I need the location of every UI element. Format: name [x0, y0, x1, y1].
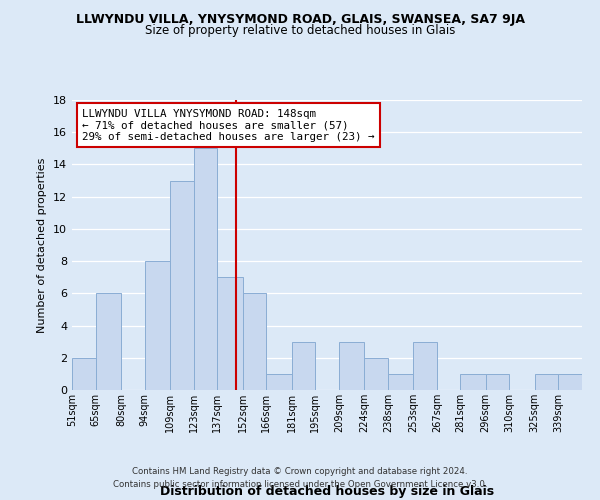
- Bar: [388, 374, 413, 390]
- Bar: [339, 342, 364, 390]
- Bar: [413, 342, 437, 390]
- Bar: [170, 180, 194, 390]
- Text: LLWYNDU VILLA, YNYSYMOND ROAD, GLAIS, SWANSEA, SA7 9JA: LLWYNDU VILLA, YNYSYMOND ROAD, GLAIS, SW…: [76, 12, 524, 26]
- Bar: [460, 374, 486, 390]
- Y-axis label: Number of detached properties: Number of detached properties: [37, 158, 47, 332]
- Text: LLWYNDU VILLA YNYSYMOND ROAD: 148sqm
← 71% of detached houses are smaller (57)
2: LLWYNDU VILLA YNYSYMOND ROAD: 148sqm ← 7…: [82, 108, 374, 142]
- Bar: [535, 374, 559, 390]
- Bar: [194, 148, 217, 390]
- Text: Size of property relative to detached houses in Glais: Size of property relative to detached ho…: [145, 24, 455, 37]
- Bar: [292, 342, 315, 390]
- Bar: [217, 277, 242, 390]
- Bar: [95, 294, 121, 390]
- Bar: [242, 294, 266, 390]
- Bar: [145, 261, 170, 390]
- Bar: [486, 374, 509, 390]
- Bar: [266, 374, 292, 390]
- Bar: [364, 358, 388, 390]
- Bar: [72, 358, 95, 390]
- Bar: [559, 374, 582, 390]
- X-axis label: Distribution of detached houses by size in Glais: Distribution of detached houses by size …: [160, 485, 494, 498]
- Text: Contains HM Land Registry data © Crown copyright and database right 2024.
Contai: Contains HM Land Registry data © Crown c…: [113, 468, 487, 489]
